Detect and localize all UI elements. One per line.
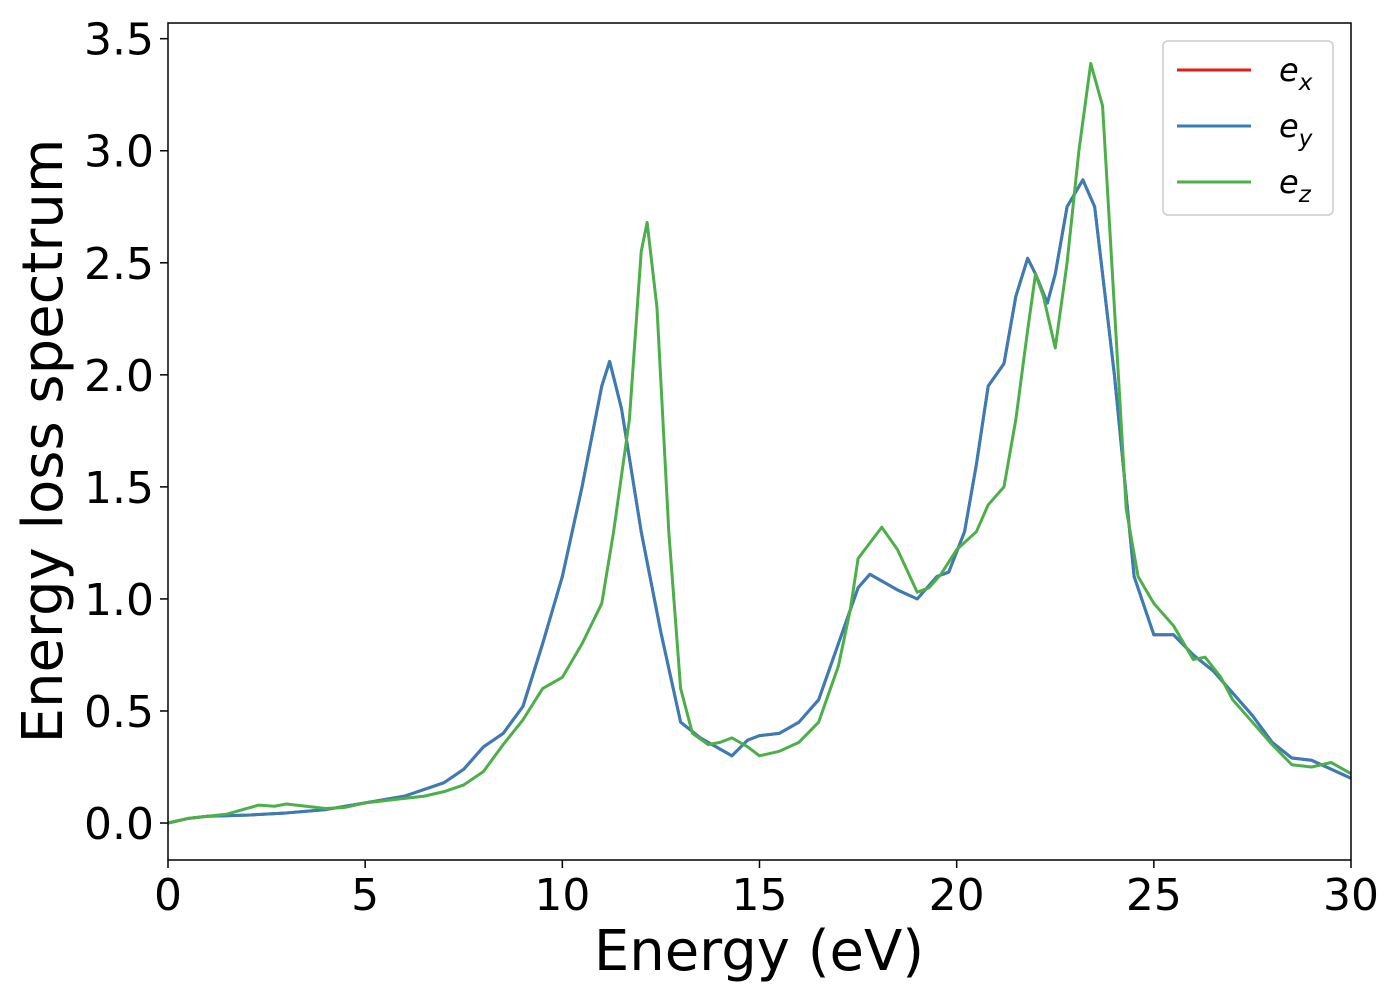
y-tick-label: 0.0 — [84, 799, 154, 850]
x-tick-label: 0 — [154, 870, 182, 921]
y-tick-label: 2.0 — [84, 351, 154, 402]
y-axis-label: Energy loss spectrum — [11, 139, 76, 744]
x-tick-label: 25 — [1126, 870, 1182, 921]
x-tick-label: 10 — [534, 870, 590, 921]
series-line — [167, 178, 1352, 825]
x-tick-label: 20 — [929, 870, 985, 921]
plot-frame — [167, 22, 1352, 861]
x-tick-label: 5 — [351, 870, 379, 921]
y-tick-label: 1.0 — [84, 575, 154, 626]
y-tick-label: 1.5 — [84, 463, 154, 514]
legend-box — [1162, 40, 1334, 216]
x-axis-label: Energy (eV) — [594, 919, 924, 984]
series-line — [167, 178, 1352, 825]
y-tick-label: 2.5 — [84, 239, 154, 290]
x-tick-label: 15 — [732, 870, 788, 921]
legend-label: ex — [1279, 51, 1313, 96]
series-line — [167, 61, 1352, 825]
x-tick-label: 30 — [1323, 870, 1379, 921]
legend-label: ey — [1279, 107, 1313, 152]
y-tick-label: 3.0 — [84, 127, 154, 178]
y-tick-label: 3.5 — [84, 15, 154, 66]
legend-label: ez — [1279, 163, 1312, 208]
y-tick-label: 0.5 — [84, 687, 154, 738]
